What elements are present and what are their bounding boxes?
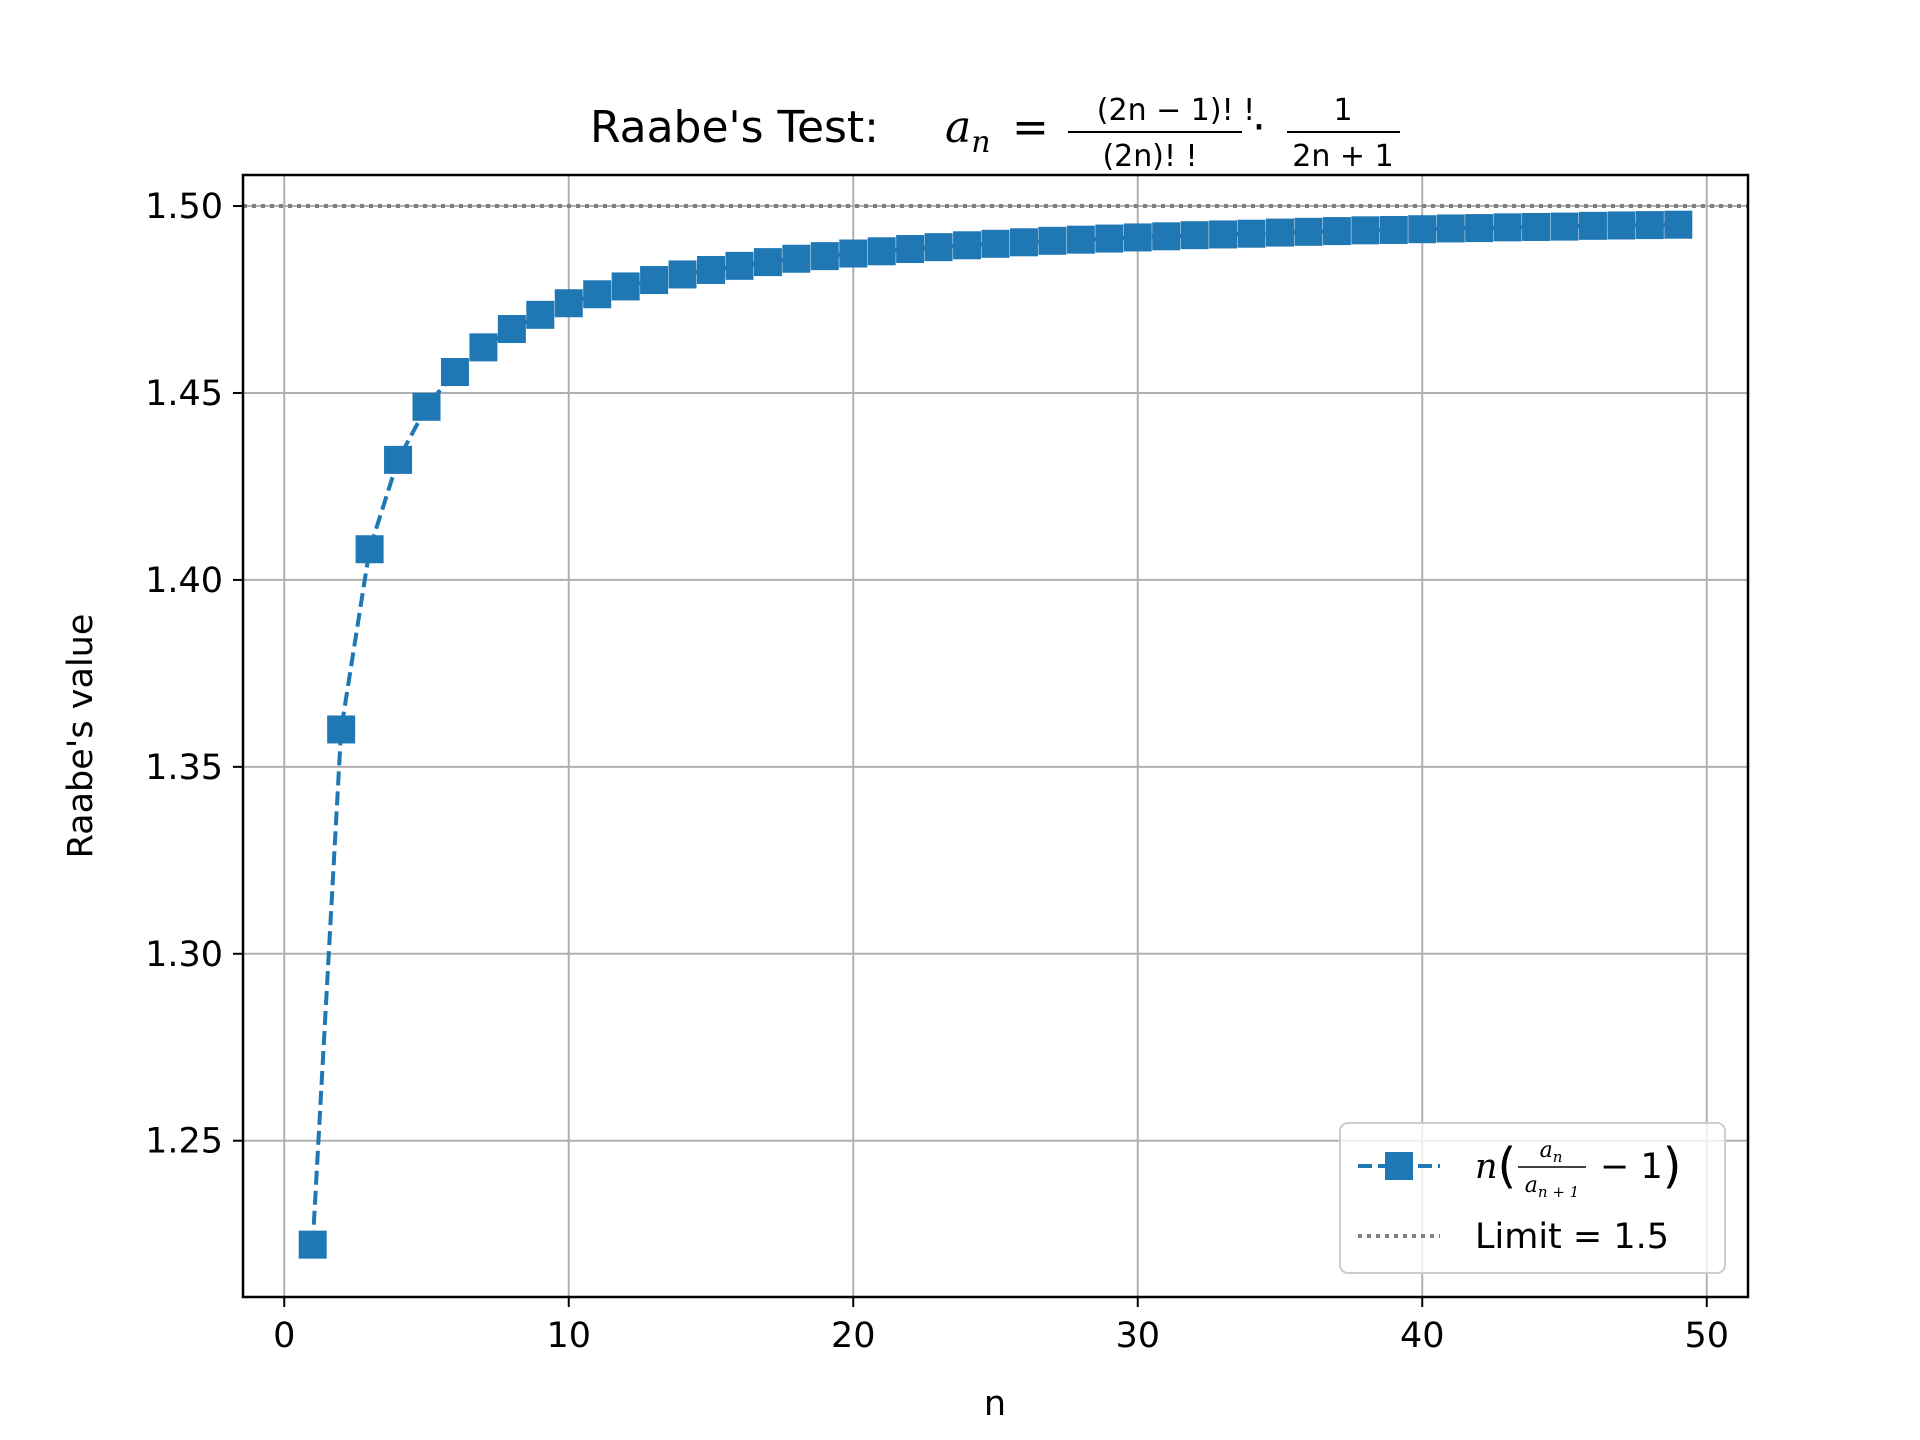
- x-tick-label: 0: [273, 1316, 295, 1356]
- title-prefix: Raabe's Test:: [590, 102, 879, 153]
- raabe-point: [1635, 211, 1664, 240]
- x-tick-label: 20: [831, 1316, 876, 1356]
- y-tick-label: 1.25: [145, 1122, 223, 1162]
- raabe-point: [526, 300, 555, 329]
- y-tick-label: 1.40: [145, 561, 223, 601]
- x-tick-label: 40: [1400, 1316, 1445, 1356]
- raabe-point: [1522, 212, 1551, 241]
- chart-title: Raabe's Test: an = (2n − 1)! ! (2n)! ! ·…: [590, 93, 1400, 174]
- raabe-point: [1123, 223, 1152, 252]
- raabe-point: [1180, 221, 1209, 250]
- title-dot: ·: [1252, 102, 1266, 153]
- y-tick-label: 1.50: [145, 187, 223, 227]
- legend: n( an an + 1 − 1) Limit = 1.5: [1339, 1122, 1726, 1274]
- raabe-point: [1493, 213, 1522, 242]
- raabe-point: [1265, 218, 1294, 247]
- raabe-point: [355, 535, 384, 564]
- raabe-point: [1465, 214, 1494, 243]
- x-tick-label: 30: [1115, 1316, 1160, 1356]
- x-tick-label: 50: [1684, 1316, 1729, 1356]
- legend-raabe-label: n(: [1475, 1138, 1516, 1194]
- raabe-point: [1209, 220, 1238, 249]
- raabe-point: [753, 248, 782, 277]
- title-lhs-var: a: [945, 102, 971, 153]
- raabe-point: [810, 242, 839, 271]
- y-tick-label: 1.35: [145, 748, 223, 788]
- raabe-point: [839, 239, 868, 268]
- legend-raabe-suffix: − 1): [1600, 1138, 1681, 1194]
- x-tick-label: 10: [546, 1316, 591, 1356]
- title-equals: =: [1012, 102, 1049, 153]
- title-frac2-numerator: 1: [1333, 93, 1352, 128]
- raabe-point: [1607, 211, 1636, 240]
- y-tick-label: 1.30: [145, 935, 223, 975]
- raabe-point: [1351, 216, 1380, 245]
- raabe-point: [1550, 212, 1579, 241]
- y-axis-label: Raabe's value: [61, 614, 101, 859]
- raabe-point: [583, 280, 612, 309]
- raabe-point: [640, 266, 669, 295]
- legend-entry-limit: Limit = 1.5: [1358, 1217, 1669, 1257]
- raabe-point: [725, 251, 754, 280]
- raabe-point: [981, 229, 1010, 258]
- x-axis-label: n: [984, 1384, 1006, 1424]
- legend-entry-raabe: n( an an + 1 − 1): [1358, 1138, 1681, 1201]
- raabe-point: [1408, 215, 1437, 244]
- raabe-point: [1095, 224, 1124, 253]
- title-frac1-denominator: (2n)! !: [1102, 139, 1197, 174]
- raabe-point: [554, 289, 583, 318]
- legend-raabe-marker: [1385, 1152, 1413, 1180]
- raabe-point: [440, 358, 469, 387]
- raabe-point: [1664, 210, 1693, 239]
- raabe-point: [924, 233, 953, 262]
- raabe-point: [867, 237, 896, 266]
- raabe-point: [668, 260, 697, 289]
- plot-frame: [241, 173, 1750, 1299]
- title-frac1-numerator: (2n − 1)! !: [1097, 93, 1255, 128]
- legend-raabe-frac-num: an: [1540, 1138, 1563, 1166]
- raabe-point: [298, 1230, 327, 1259]
- y-tick-label: 1.45: [145, 374, 223, 414]
- raabe-point: [782, 244, 811, 273]
- raabe-point: [1322, 217, 1351, 246]
- raabe-point: [896, 235, 925, 264]
- raabe-point: [611, 272, 640, 301]
- raabe-point: [1578, 211, 1607, 240]
- raabe-point: [1009, 228, 1038, 257]
- x-axis: 0 10 20 30 40 50: [273, 1297, 1729, 1356]
- raabe-point: [327, 715, 356, 744]
- raabe-point: [412, 392, 441, 421]
- legend-box: [1339, 1122, 1726, 1274]
- raabe-point: [1066, 225, 1095, 254]
- title-lhs: an: [945, 102, 991, 160]
- raabe-point: [1237, 219, 1266, 248]
- raabe-point: [953, 231, 982, 260]
- grid: [243, 175, 1748, 1297]
- raabe-series: [298, 210, 1693, 1259]
- title-frac2-denominator: 2n + 1: [1292, 139, 1393, 174]
- legend-limit-label: Limit = 1.5: [1475, 1217, 1669, 1257]
- raabe-point: [469, 333, 498, 362]
- raabe-point: [1436, 214, 1465, 243]
- y-axis: 1.25 1.30 1.35 1.40 1.45 1.50: [145, 187, 243, 1162]
- raabe-point: [384, 445, 413, 474]
- raabe-point: [1038, 226, 1067, 255]
- raabe-point: [1294, 217, 1323, 246]
- legend-raabe-frac-den: an + 1: [1525, 1173, 1579, 1201]
- raabe-point: [497, 315, 526, 344]
- raabe-point: [1379, 215, 1408, 244]
- title-lhs-sub: n: [971, 125, 990, 160]
- raabe-point: [1152, 222, 1181, 251]
- raabe-point: [697, 255, 726, 284]
